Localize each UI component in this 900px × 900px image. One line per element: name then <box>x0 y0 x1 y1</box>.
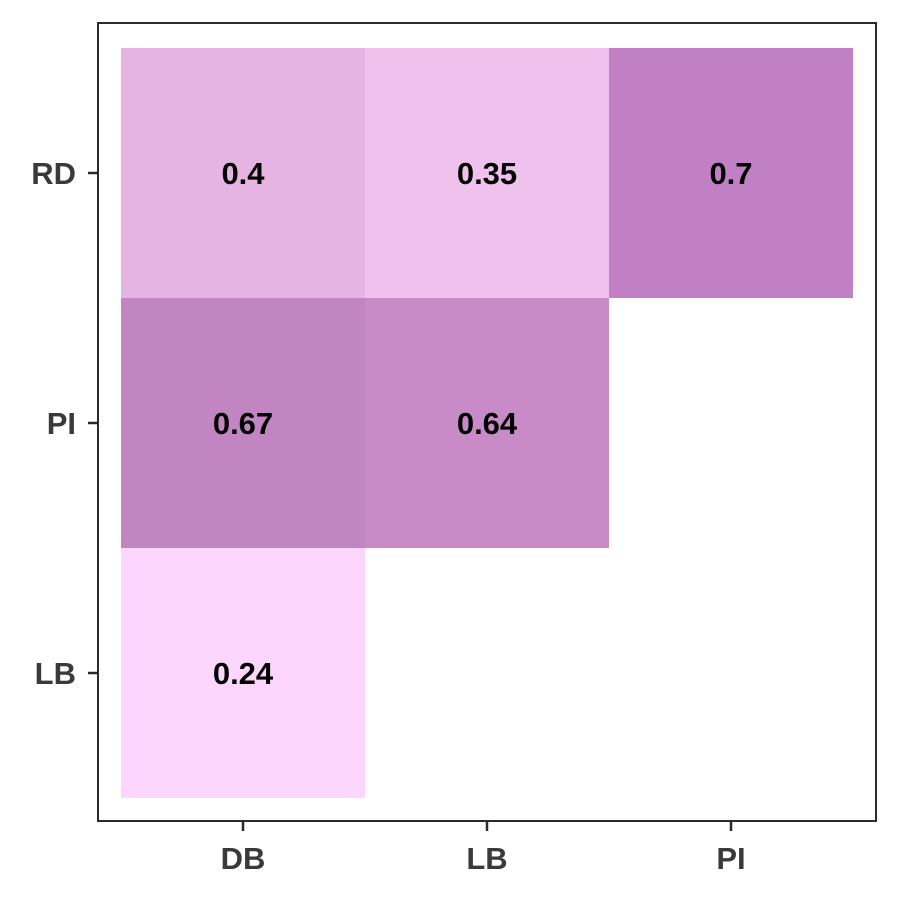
heatmap-cell-pi-lb <box>365 298 609 548</box>
heatmap-cell-pi-db <box>121 298 365 548</box>
cell-value-label: 0.4 <box>221 156 265 191</box>
x-tick-label-lb: LB <box>466 841 507 876</box>
y-tick-label-lb: LB <box>35 656 76 691</box>
heatmap-cells <box>121 48 853 798</box>
cell-value-label: 0.35 <box>457 156 517 191</box>
x-axis: DB LB PI <box>221 821 746 876</box>
heatmap-cell-labels: 0.4 0.35 0.7 0.67 0.64 0.24 <box>213 156 753 691</box>
y-axis: RD PI LB <box>31 156 98 691</box>
x-tick-label-db: DB <box>221 841 266 876</box>
cell-value-label: 0.24 <box>213 656 274 691</box>
y-tick-label-pi: PI <box>47 406 76 441</box>
heatmap-cell-rd-db <box>121 48 365 298</box>
cell-value-label: 0.67 <box>213 406 273 441</box>
heatmap-cell-lb-db <box>121 548 365 798</box>
heatmap-cell-rd-pi <box>609 48 853 298</box>
y-tick-label-rd: RD <box>31 156 76 191</box>
x-tick-label-pi: PI <box>716 841 745 876</box>
cell-value-label: 0.64 <box>457 406 518 441</box>
cell-value-label: 0.7 <box>709 156 752 191</box>
heatmap-cell-rd-lb <box>365 48 609 298</box>
